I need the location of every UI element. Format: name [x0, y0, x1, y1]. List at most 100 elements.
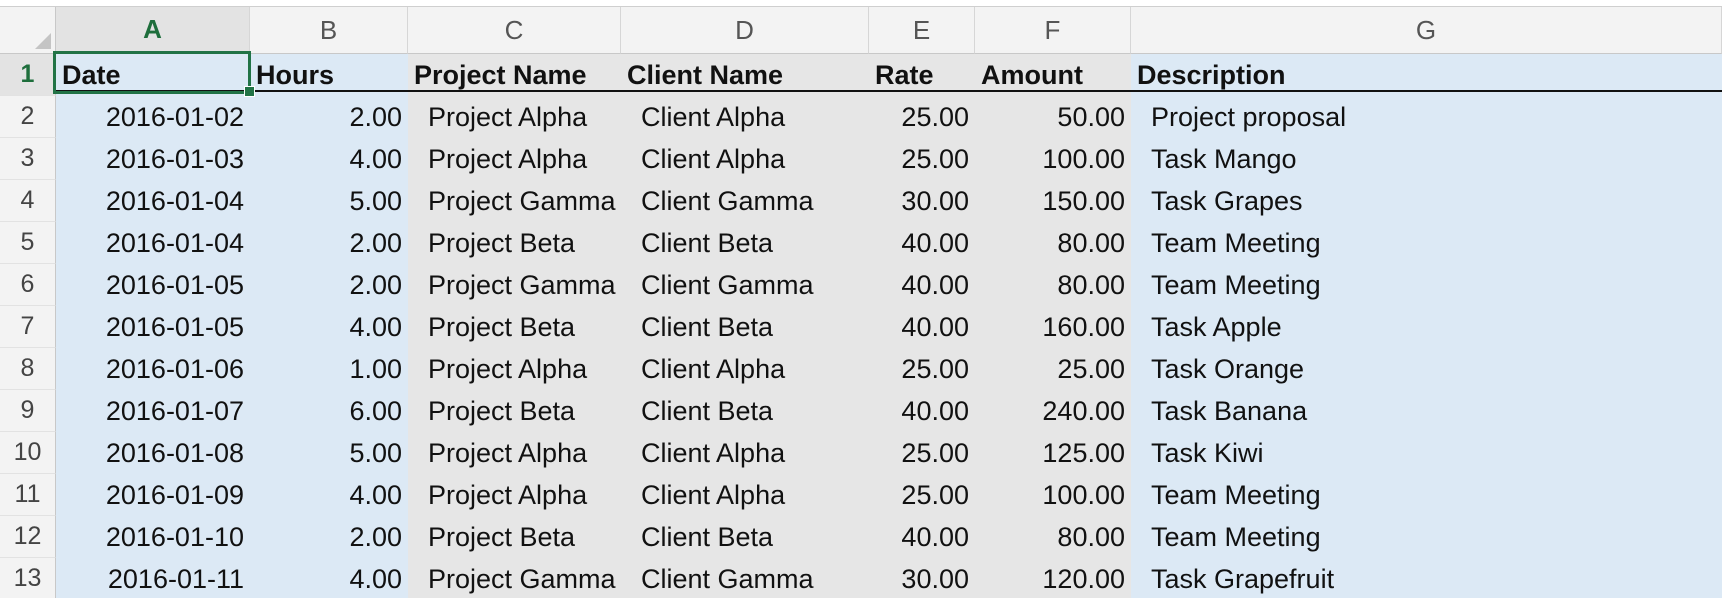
cell-description[interactable]: Task Apple — [1131, 306, 1722, 348]
cell-project-name[interactable]: Project Gamma — [408, 264, 621, 306]
cell-date[interactable]: 2016-01-03 — [56, 138, 250, 180]
cell-hours[interactable]: 4.00 — [250, 306, 408, 348]
header-cell-client-name[interactable]: Client Name — [621, 54, 869, 96]
row-header-5[interactable]: 5 — [0, 222, 56, 264]
cell-hours[interactable]: 2.00 — [250, 96, 408, 138]
cell-project-name[interactable]: Project Beta — [408, 390, 621, 432]
cell-description[interactable]: Task Kiwi — [1131, 432, 1722, 474]
cell-client-name[interactable]: Client Beta — [621, 516, 869, 558]
cell-amount[interactable]: 80.00 — [975, 222, 1131, 264]
cell-project-name[interactable]: Project Alpha — [408, 474, 621, 516]
cell-description[interactable]: Task Banana — [1131, 390, 1722, 432]
column-header-f[interactable]: F — [975, 7, 1131, 54]
cell-hours[interactable]: 4.00 — [250, 474, 408, 516]
row-header-13[interactable]: 13 — [0, 558, 56, 598]
cell-amount[interactable]: 125.00 — [975, 432, 1131, 474]
row-header-9[interactable]: 9 — [0, 390, 56, 432]
cell-date[interactable]: 2016-01-06 — [56, 348, 250, 390]
cell-description[interactable]: Task Grapes — [1131, 180, 1722, 222]
cell-client-name[interactable]: Client Alpha — [621, 138, 869, 180]
cell-client-name[interactable]: Client Gamma — [621, 264, 869, 306]
cell-date[interactable]: 2016-01-04 — [56, 180, 250, 222]
cell-rate[interactable]: 40.00 — [869, 306, 975, 348]
cell-description[interactable]: Team Meeting — [1131, 264, 1722, 306]
cell-amount[interactable]: 25.00 — [975, 348, 1131, 390]
row-header-8[interactable]: 8 — [0, 348, 56, 390]
header-cell-description[interactable]: Description — [1131, 54, 1722, 96]
cell-client-name[interactable]: Client Gamma — [621, 180, 869, 222]
cell-description[interactable]: Task Orange — [1131, 348, 1722, 390]
header-cell-project-name[interactable]: Project Name — [408, 54, 621, 96]
cell-client-name[interactable]: Client Beta — [621, 306, 869, 348]
row-header-6[interactable]: 6 — [0, 264, 56, 306]
cell-date[interactable]: 2016-01-11 — [56, 558, 250, 598]
cell-date[interactable]: 2016-01-07 — [56, 390, 250, 432]
cell-project-name[interactable]: Project Alpha — [408, 138, 621, 180]
cell-hours[interactable]: 2.00 — [250, 516, 408, 558]
cell-hours[interactable]: 4.00 — [250, 138, 408, 180]
cell-date[interactable]: 2016-01-10 — [56, 516, 250, 558]
cell-rate[interactable]: 25.00 — [869, 96, 975, 138]
cell-amount[interactable]: 120.00 — [975, 558, 1131, 598]
active-cell-selection[interactable] — [53, 51, 251, 94]
row-header-4[interactable]: 4 — [0, 180, 56, 222]
cell-amount[interactable]: 80.00 — [975, 516, 1131, 558]
column-header-e[interactable]: E — [869, 7, 975, 54]
cell-hours[interactable]: 4.00 — [250, 558, 408, 598]
row-header-11[interactable]: 11 — [0, 474, 56, 516]
cell-rate[interactable]: 25.00 — [869, 348, 975, 390]
cell-amount[interactable]: 100.00 — [975, 138, 1131, 180]
row-header-2[interactable]: 2 — [0, 96, 56, 138]
cell-date[interactable]: 2016-01-04 — [56, 222, 250, 264]
cell-hours[interactable]: 6.00 — [250, 390, 408, 432]
cell-client-name[interactable]: Client Alpha — [621, 348, 869, 390]
cell-description[interactable]: Task Grapefruit — [1131, 558, 1722, 598]
cell-amount[interactable]: 160.00 — [975, 306, 1131, 348]
row-header-12[interactable]: 12 — [0, 516, 56, 558]
cell-project-name[interactable]: Project Beta — [408, 306, 621, 348]
select-all-corner[interactable] — [0, 7, 56, 54]
cell-rate[interactable]: 40.00 — [869, 390, 975, 432]
cell-rate[interactable]: 40.00 — [869, 222, 975, 264]
cell-client-name[interactable]: Client Alpha — [621, 432, 869, 474]
cell-project-name[interactable]: Project Gamma — [408, 180, 621, 222]
cell-rate[interactable]: 25.00 — [869, 474, 975, 516]
cell-description[interactable]: Team Meeting — [1131, 222, 1722, 264]
cell-description[interactable]: Project proposal — [1131, 96, 1722, 138]
cell-client-name[interactable]: Client Alpha — [621, 96, 869, 138]
cell-amount[interactable]: 80.00 — [975, 264, 1131, 306]
cell-project-name[interactable]: Project Gamma — [408, 558, 621, 598]
cell-rate[interactable]: 40.00 — [869, 264, 975, 306]
header-cell-rate[interactable]: Rate — [869, 54, 975, 96]
cell-rate[interactable]: 30.00 — [869, 180, 975, 222]
cell-rate[interactable]: 30.00 — [869, 558, 975, 598]
cell-amount[interactable]: 50.00 — [975, 96, 1131, 138]
cell-description[interactable]: Task Mango — [1131, 138, 1722, 180]
cell-date[interactable]: 2016-01-05 — [56, 306, 250, 348]
cell-date[interactable]: 2016-01-09 — [56, 474, 250, 516]
cell-date[interactable]: 2016-01-05 — [56, 264, 250, 306]
cell-project-name[interactable]: Project Alpha — [408, 432, 621, 474]
cell-amount[interactable]: 100.00 — [975, 474, 1131, 516]
cell-hours[interactable]: 5.00 — [250, 432, 408, 474]
cell-client-name[interactable]: Client Beta — [621, 222, 869, 264]
cell-description[interactable]: Team Meeting — [1131, 516, 1722, 558]
cell-project-name[interactable]: Project Alpha — [408, 96, 621, 138]
header-cell-amount[interactable]: Amount — [975, 54, 1131, 96]
cell-rate[interactable]: 40.00 — [869, 516, 975, 558]
row-header-7[interactable]: 7 — [0, 306, 56, 348]
cell-amount[interactable]: 150.00 — [975, 180, 1131, 222]
fill-handle[interactable] — [244, 86, 255, 97]
cell-date[interactable]: 2016-01-08 — [56, 432, 250, 474]
cell-project-name[interactable]: Project Beta — [408, 222, 621, 264]
cell-rate[interactable]: 25.00 — [869, 138, 975, 180]
cell-client-name[interactable]: Client Gamma — [621, 558, 869, 598]
column-header-g[interactable]: G — [1131, 7, 1722, 54]
row-header-3[interactable]: 3 — [0, 138, 56, 180]
cell-hours[interactable]: 5.00 — [250, 180, 408, 222]
cell-rate[interactable]: 25.00 — [869, 432, 975, 474]
row-header-10[interactable]: 10 — [0, 432, 56, 474]
column-header-b[interactable]: B — [250, 7, 408, 54]
row-header-1[interactable]: 1 — [0, 54, 56, 96]
